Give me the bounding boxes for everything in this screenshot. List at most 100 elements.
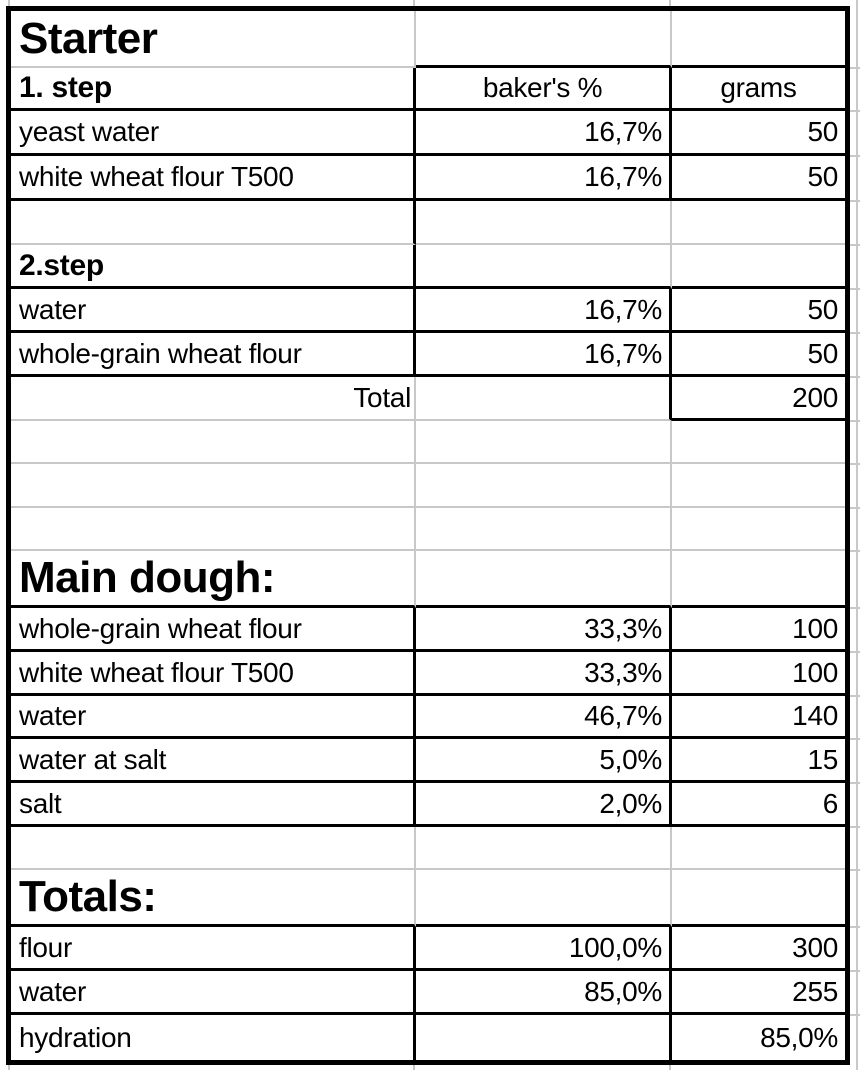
spreadsheet-cell[interactable]	[416, 827, 672, 870]
grams-cell[interactable]: 50	[672, 289, 845, 333]
bakers-pct-cell[interactable]: 5,0%	[416, 739, 672, 783]
grams-cell[interactable]: 6	[672, 783, 845, 827]
gridline-stub	[8, 0, 10, 6]
gridline-stub	[850, 782, 860, 784]
hydration-pct-cell[interactable]: 85,0%	[760, 1021, 838, 1053]
ingredient-cell[interactable]: water	[11, 971, 416, 1015]
spreadsheet-cell[interactable]	[672, 464, 845, 508]
gridline-stub	[850, 926, 860, 928]
gridline-stub	[8, 1064, 10, 1070]
bakers-pct-cell[interactable]: 33,3%	[416, 652, 672, 696]
spreadsheet-cell[interactable]	[672, 421, 845, 464]
row-starter-title: Starter	[11, 11, 845, 68]
gridline-stub	[413, 0, 415, 6]
ingredient-cell[interactable]: water at salt	[11, 739, 416, 783]
gridline-stub	[850, 869, 860, 871]
gridline-stub	[850, 463, 860, 465]
gridline-stub	[850, 420, 860, 422]
bakers-pct-cell[interactable]: 33,3%	[416, 608, 672, 652]
ingredient-cell[interactable]: whole-grain wheat flour	[11, 333, 416, 377]
section-title-cell[interactable]: Main dough:	[11, 551, 416, 608]
spreadsheet-cell[interactable]	[416, 201, 672, 245]
step-label-cell[interactable]: 2.step	[11, 245, 416, 289]
gridline-stub	[850, 67, 860, 69]
gridline-stub	[669, 1064, 671, 1070]
spreadsheet-cell[interactable]	[416, 464, 672, 508]
bakers-pct-cell[interactable]: 100,0%	[416, 927, 672, 971]
spreadsheet-cell[interactable]	[416, 377, 672, 421]
row-salt: salt 2,0% 6	[11, 783, 845, 827]
ingredient-cell[interactable]: white wheat flour T500	[11, 156, 416, 201]
grams-cell[interactable]: 15	[672, 739, 845, 783]
ingredient-cell[interactable]: salt	[11, 783, 416, 827]
spreadsheet-cell[interactable]	[416, 245, 672, 289]
ingredient-cell[interactable]: hydration	[11, 1015, 416, 1060]
total-label-cell[interactable]: Total	[11, 377, 416, 421]
spreadsheet-cell[interactable]	[672, 245, 845, 289]
grams-cell[interactable]: 50	[672, 333, 845, 377]
spreadsheet-cell[interactable]	[672, 201, 845, 245]
bakers-pct-cell[interactable]: 2,0%	[416, 783, 672, 827]
bakers-pct-cell[interactable]: 46,7%	[416, 696, 672, 739]
spreadsheet-cell[interactable]	[416, 1015, 672, 1060]
spreadsheet-cell[interactable]	[672, 827, 845, 870]
spreadsheet-cell[interactable]	[11, 827, 416, 870]
row-empty	[11, 464, 845, 508]
spreadsheet-cell[interactable]	[416, 421, 672, 464]
ingredient-cell[interactable]: yeast water	[11, 111, 416, 156]
grams-cell[interactable]: 50	[672, 111, 845, 156]
row-empty	[11, 421, 845, 464]
gridline-stub	[850, 826, 860, 828]
grams-cell[interactable]: 100	[672, 608, 845, 652]
total-grams-cell[interactable]: 200	[672, 377, 845, 421]
bakers-pct-cell[interactable]: 16,7%	[416, 289, 672, 333]
spreadsheet-cell[interactable]	[416, 11, 672, 68]
spreadsheet-cell[interactable]	[672, 11, 845, 68]
spreadsheet-cell[interactable]	[672, 508, 845, 551]
step-label-cell[interactable]: 1. step	[11, 68, 416, 111]
gridline-stub	[850, 376, 860, 378]
gridline-stub	[850, 970, 860, 972]
row-white-wheat-flour-2: white wheat flour T500 33,3% 100	[11, 652, 845, 696]
grams-cell[interactable]: 300	[672, 927, 845, 971]
bakers-pct-cell[interactable]: 16,7%	[416, 156, 672, 201]
spreadsheet-cell[interactable]	[672, 870, 845, 927]
spreadsheet-cell[interactable]	[416, 870, 672, 927]
spreadsheet-cell[interactable]	[416, 551, 672, 608]
row-water-2: water 46,7% 140	[11, 696, 845, 739]
gridline-stub	[850, 155, 860, 157]
gridline-stub	[413, 1064, 415, 1070]
spreadsheet-cell[interactable]	[416, 508, 672, 551]
row-empty	[11, 827, 845, 870]
spreadsheet-cell[interactable]	[11, 508, 416, 551]
bakers-pct-cell[interactable]: 85,0%	[416, 971, 672, 1015]
ingredient-cell[interactable]: water	[11, 289, 416, 333]
spreadsheet-cell[interactable]	[11, 201, 416, 245]
gridline-stub	[850, 695, 860, 697]
section-title-cell[interactable]: Totals:	[11, 870, 416, 927]
ingredient-cell[interactable]: white wheat flour T500	[11, 652, 416, 696]
next-column-gridline	[856, 0, 858, 1070]
spreadsheet-cell[interactable]	[672, 551, 845, 608]
spreadsheet-cell[interactable]	[11, 464, 416, 508]
row-yeast-water: yeast water 16,7% 50	[11, 111, 845, 156]
bakers-pct-cell[interactable]: 16,7%	[416, 111, 672, 156]
row-empty	[11, 201, 845, 245]
grams-header-cell[interactable]: grams	[672, 68, 845, 111]
bakers-pct-cell[interactable]: 16,7%	[416, 333, 672, 377]
row-hydration: hydration 85,0%	[11, 1015, 845, 1060]
row-water-1: water 16,7% 50	[11, 289, 845, 333]
ingredient-cell[interactable]: whole-grain wheat flour	[11, 608, 416, 652]
section-title-cell[interactable]: Starter	[11, 11, 416, 68]
grams-cell[interactable]: 255	[672, 971, 845, 1015]
bakers-pct-header-cell[interactable]: baker's %	[416, 68, 672, 111]
row-main-dough-title: Main dough:	[11, 551, 845, 608]
grams-cell[interactable]: 100	[672, 652, 845, 696]
row-wholegrain-flour-2: whole-grain wheat flour 33,3% 100	[11, 608, 845, 652]
ingredient-cell[interactable]: flour	[11, 927, 416, 971]
grams-cell[interactable]: 140	[672, 696, 845, 739]
grams-cell[interactable]: 50	[672, 156, 845, 201]
ingredient-cell[interactable]: water	[11, 696, 416, 739]
spreadsheet-cell[interactable]	[11, 421, 416, 464]
